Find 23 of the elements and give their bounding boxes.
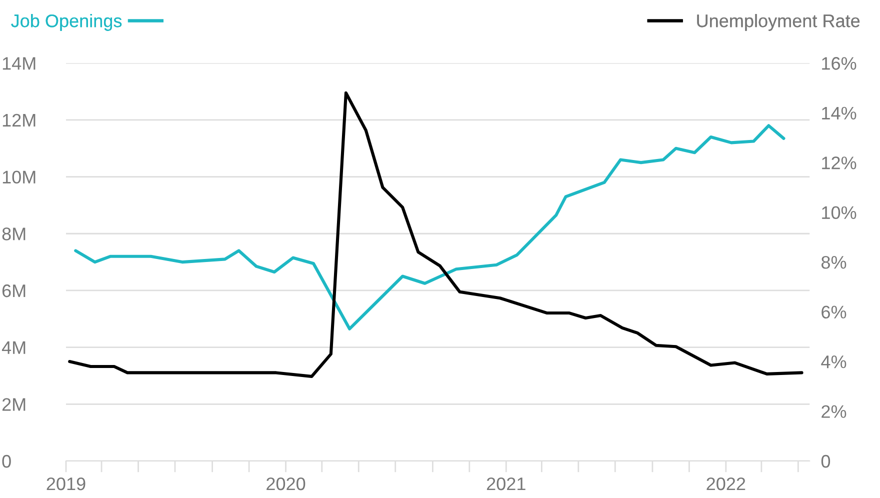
x-tick-label: 2021: [486, 477, 526, 490]
y2-tick-label: 2%: [822, 405, 846, 418]
legend-label: Unemployment Rate: [697, 14, 860, 31]
text: Job Openings: [11, 14, 122, 31]
y-tick-label: 4M: [2, 341, 26, 354]
y-tick-label: 0: [2, 454, 11, 468]
y-tick-label: 8M: [2, 228, 26, 240]
y-tick-label: 10M: [2, 170, 36, 184]
x-tick-label: 2020: [266, 477, 306, 490]
y2-tick-label: 6%: [822, 306, 846, 319]
x-tick-label: 2022: [706, 477, 746, 490]
y-tick-label: 12M: [2, 114, 36, 126]
y2-tick-label: 12%: [822, 156, 856, 170]
y2-tick-label: 14%: [822, 106, 856, 120]
y-tick-label: 6M: [2, 284, 26, 298]
y-tick-label: 14M: [2, 57, 36, 70]
y2-tick-label: 16%: [822, 57, 856, 70]
x-tick-label: 2019: [46, 477, 86, 490]
y2-tick-label: 10%: [822, 206, 856, 220]
y-tick-label: 2M: [2, 398, 26, 411]
y2-tick-label: 0: [821, 454, 830, 468]
y2-tick-label: 8%: [821, 256, 846, 269]
y2-tick-label: 4%: [821, 356, 846, 368]
